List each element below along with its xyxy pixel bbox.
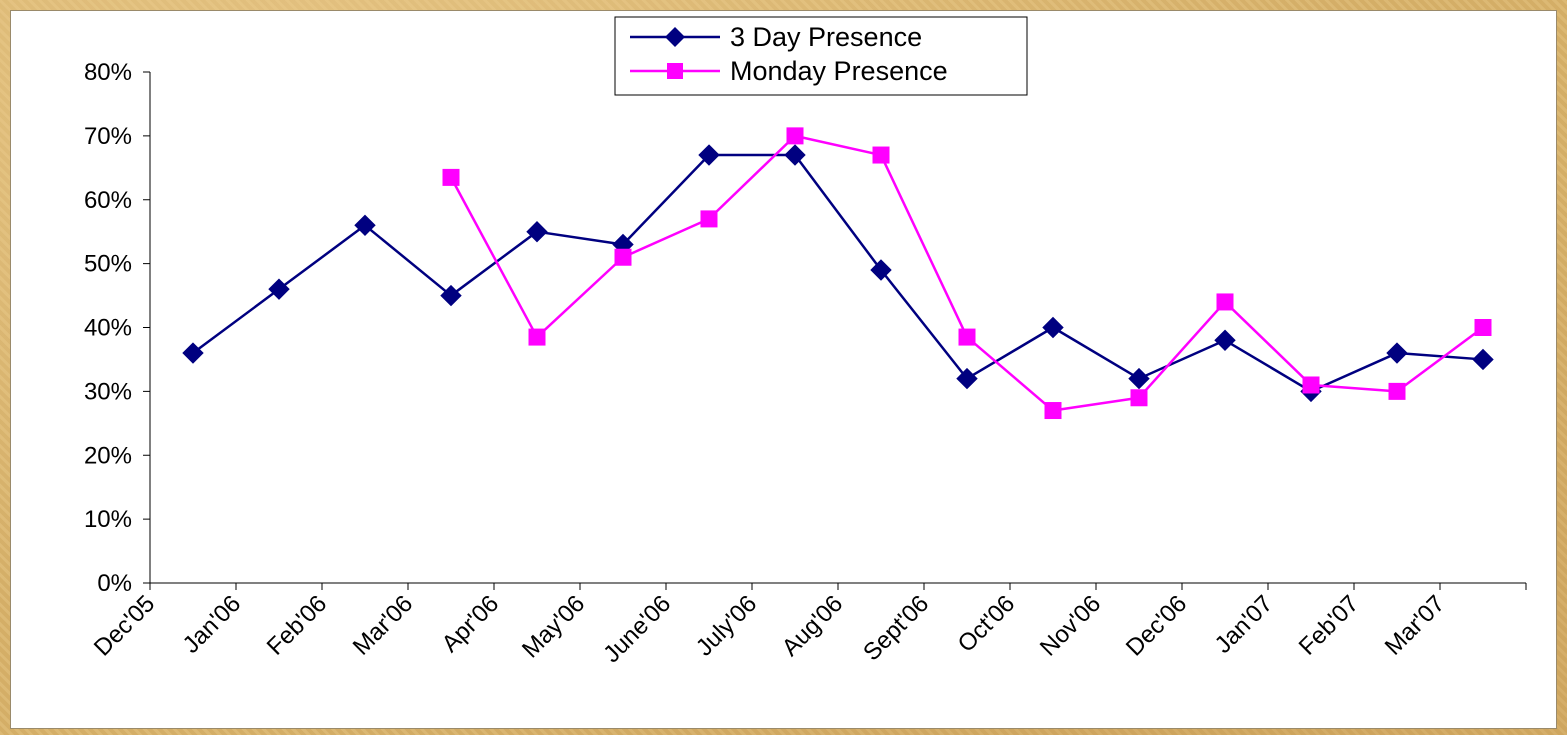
data-point [614, 248, 632, 266]
data-point [958, 328, 976, 346]
y-tick-label: 80% [84, 59, 132, 86]
data-point [1474, 319, 1492, 336]
y-tick-label: 0% [97, 570, 132, 597]
y-tick-label: 60% [84, 187, 132, 214]
data-point [1044, 402, 1062, 420]
data-point [1128, 367, 1150, 390]
data-point [1388, 382, 1406, 400]
x-tick-label: Nov'06 [1035, 590, 1106, 661]
data-point [440, 284, 462, 307]
x-tick-label: Apr'06 [437, 590, 505, 658]
x-tick-label: May'06 [517, 590, 590, 663]
chart-area [10, 10, 1557, 729]
legend-marker [665, 27, 685, 47]
x-tick-label: Jan'07 [1210, 590, 1279, 659]
y-tick-label: 50% [84, 251, 132, 278]
x-tick-label: Dec'05 [89, 590, 160, 661]
data-point [698, 144, 720, 166]
legend-marker [667, 63, 683, 79]
data-point [526, 220, 548, 243]
y-tick-label: 20% [84, 442, 132, 469]
axes: 0%10%20%30%40%50%60%70%80%Dec'05 Jan'06 Fe… [84, 59, 1527, 668]
y-tick-label: 70% [84, 123, 132, 150]
series-1 [182, 144, 1494, 403]
x-tick-label: Oct'06 [953, 590, 1021, 658]
legend-item: Monday Presence [630, 56, 948, 86]
data-point [786, 127, 804, 145]
data-point [1472, 348, 1494, 371]
data-point [528, 328, 546, 346]
x-tick-label: Jan'06 [178, 590, 247, 659]
data-point [870, 259, 892, 281]
data-point [354, 214, 376, 237]
data-point [1130, 389, 1148, 407]
data-point [1302, 376, 1320, 394]
x-tick-label: Feb'06 [262, 590, 332, 660]
data-point [956, 367, 978, 390]
legend-box [614, 16, 1028, 96]
series-layer [182, 127, 1494, 420]
data-point [1214, 329, 1236, 351]
legend-item: 3 Day Presence [630, 22, 922, 52]
data-point [872, 146, 890, 164]
data-point [268, 278, 290, 300]
x-tick-label: Mar'06 [348, 590, 418, 660]
series-2 [442, 127, 1492, 420]
x-tick-label: Aug'06 [777, 590, 848, 661]
series-line [192, 153, 1484, 393]
y-tick-label: 10% [84, 506, 132, 533]
x-tick-label: Feb'07 [1294, 590, 1364, 660]
legend-label: Monday Presence [730, 56, 948, 86]
x-tick-label: Dec'06 [1121, 590, 1192, 661]
x-tick-label: June'06 [598, 590, 676, 668]
data-point [182, 342, 204, 364]
y-tick-label: 30% [84, 378, 132, 405]
legend-label: 3 Day Presence [730, 22, 922, 52]
data-point [700, 210, 718, 228]
data-point [1042, 316, 1064, 339]
data-point [1386, 342, 1408, 364]
x-tick-label: Mar'07 [1380, 590, 1450, 660]
data-point [784, 144, 806, 166]
data-point [1216, 293, 1234, 311]
data-point [442, 168, 460, 186]
legend: 3 Day Presence Monday Presence [614, 16, 1028, 96]
x-tick-label: July'06 [691, 590, 762, 661]
y-tick-label: 40% [84, 315, 132, 342]
x-tick-label: Sept'06 [858, 590, 934, 666]
